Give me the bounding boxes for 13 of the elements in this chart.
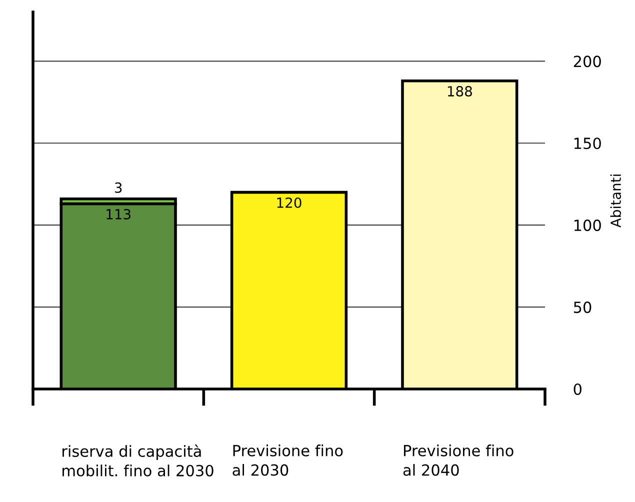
y-tick-label: 100 <box>574 220 601 232</box>
y-tick-label: 50 <box>574 302 592 314</box>
y-tick-label: 150 <box>574 138 601 150</box>
data-label: 188 <box>448 86 472 97</box>
y-tick-label: 200 <box>574 56 601 68</box>
y-axis-title: Abitanti <box>610 174 622 228</box>
x-tick-label: Previsione fino al 2030 <box>232 444 343 476</box>
data-label: 113 <box>106 208 130 220</box>
x-tick-label: Previsione fino al 2040 <box>403 444 514 476</box>
y-tick-label: 0 <box>574 383 582 396</box>
x-tick-label: riserva di capacità mobilit. fino al 2030 <box>62 444 214 476</box>
data-label: 120 <box>277 197 302 208</box>
data-label: 3 <box>114 182 122 193</box>
